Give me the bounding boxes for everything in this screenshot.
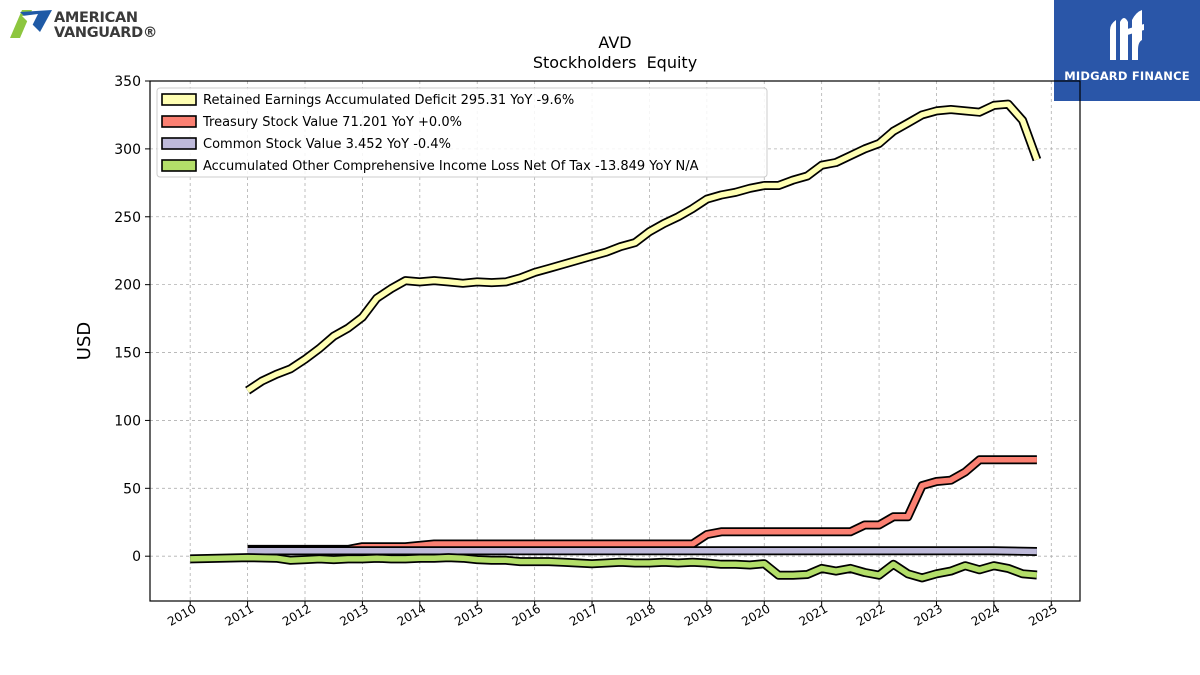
x-tick-label: 2017: [567, 601, 600, 628]
legend-label-0: Retained Earnings Accumulated Deficit 29…: [203, 93, 574, 108]
y-tick-label: 150: [114, 346, 141, 362]
legend-box: [156, 87, 768, 178]
x-tick-label: 2020: [739, 601, 772, 628]
american-vanguard-logo-icon: [10, 10, 52, 38]
midgard-finance-logo-text: MIDGARD FINANCE: [1064, 69, 1190, 83]
x-tick-label: 2012: [280, 601, 313, 628]
american-vanguard-logo-text: AMERICAN VANGUARD®: [54, 11, 157, 41]
legend-label-1: Treasury Stock Value 71.201 YoY +0.0%: [202, 115, 462, 130]
chart-title: AVD: [598, 33, 631, 52]
x-tick-label: 2014: [395, 601, 428, 628]
legend: Retained Earnings Accumulated Deficit 29…: [156, 87, 768, 178]
legend-swatch-1: [161, 115, 197, 128]
series-line-0: [246, 101, 1040, 393]
x-tick-label: 2022: [854, 601, 887, 628]
series-line-outline-1: [247, 455, 1037, 554]
x-tick-label: 2010: [165, 601, 198, 628]
x-tick-label: 2013: [337, 601, 370, 628]
x-tick-label: 2018: [624, 601, 657, 628]
series-line-3: [190, 554, 1038, 581]
chart-subtitle: Stockholders Equity: [533, 53, 697, 72]
legend-label-3: Accumulated Other Comprehensive Income L…: [203, 159, 699, 174]
y-axis-label: USD: [74, 322, 95, 360]
x-tick-label: 2023: [911, 601, 944, 628]
x-tick-label: 2011: [223, 601, 256, 628]
x-tick-label: 2019: [682, 601, 715, 628]
x-tick-label: 2024: [969, 601, 1002, 628]
logo-line-2: VANGUARD®: [54, 25, 158, 41]
x-tick-label: 2025: [1026, 601, 1059, 628]
plot-frame: [149, 80, 1081, 602]
x-tick-label: 2015: [452, 601, 485, 628]
american-vanguard-logo: AMERICAN VANGUARD®: [8, 8, 168, 44]
series-line-2: [247, 548, 1037, 555]
y-tick-label: 350: [114, 74, 141, 90]
logo-line-1: AMERICAN: [54, 10, 138, 26]
x-tick-label: 2021: [797, 601, 830, 628]
midgard-finance-logo-icon: [1110, 10, 1144, 60]
series-lines: [190, 99, 1042, 583]
x-tick-label: 2016: [510, 601, 543, 628]
legend-swatch-3: [161, 159, 197, 172]
y-tick-label: 50: [123, 481, 141, 497]
legend-swatch-0: [161, 93, 197, 106]
y-tick-label: 300: [114, 142, 141, 158]
series-line-1: [247, 457, 1037, 553]
y-tick-label: 0: [132, 549, 141, 565]
y-tick-label: 200: [114, 278, 141, 294]
legend-swatch-2: [161, 137, 197, 150]
y-tick-label: 100: [114, 413, 141, 429]
midgard-finance-logo: MIDGARD FINANCE: [1054, 0, 1200, 101]
y-tick-label: 250: [114, 210, 141, 226]
legend-label-2: Common Stock Value 3.452 YoY -0.4%: [203, 137, 451, 152]
